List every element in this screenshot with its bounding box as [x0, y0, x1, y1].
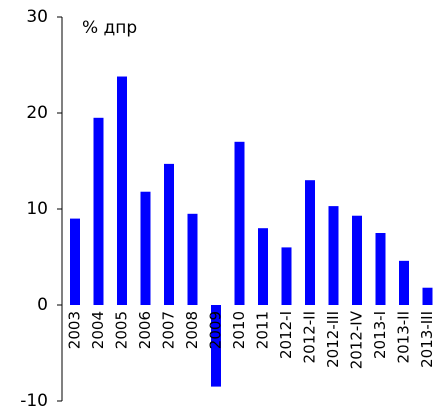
- x-tick-label: 2012-III: [324, 311, 342, 368]
- x-tick-label: 2013-III: [418, 311, 435, 368]
- x-tick-label: 2005: [113, 311, 131, 349]
- y-tick-label: 0: [37, 295, 48, 315]
- bar: [211, 305, 221, 387]
- bar: [164, 163, 174, 305]
- x-tick-label: 2003: [66, 311, 84, 349]
- bar: [70, 218, 80, 305]
- x-tick-label: 2006: [136, 311, 154, 349]
- bar: [375, 233, 386, 305]
- y-axis-label: % дпр: [82, 18, 137, 38]
- x-tick-label: 2012-II: [301, 311, 319, 363]
- bar: [352, 215, 362, 305]
- x-tick-label: 2007: [160, 311, 178, 349]
- x-tick-label: 2013-I: [371, 311, 389, 359]
- x-tick-label: 2011: [254, 311, 272, 349]
- bar: [422, 287, 433, 305]
- bar: [305, 180, 315, 305]
- x-tick-label: 2012-I: [277, 311, 295, 359]
- y-tick-label: 30: [26, 7, 48, 27]
- bar: [117, 76, 127, 306]
- x-tick-label: 2012-IV: [348, 310, 366, 369]
- bar: [187, 213, 198, 305]
- y-tick-label: -10: [20, 391, 48, 406]
- bar: [234, 141, 245, 305]
- x-tick-label: 2010: [230, 311, 248, 349]
- bar: [281, 247, 292, 305]
- bar: [328, 206, 339, 305]
- y-tick-label: 20: [26, 103, 48, 123]
- x-tick-label: 2013-II: [395, 311, 413, 363]
- bar: [399, 260, 409, 305]
- bar: [258, 228, 268, 305]
- y-tick-label: 10: [26, 199, 48, 219]
- x-tick-label: 2009: [207, 311, 225, 349]
- x-tick-label: 2004: [89, 311, 107, 349]
- bar: [140, 191, 151, 305]
- x-tick-label: 2008: [183, 311, 201, 349]
- bar: [93, 117, 104, 305]
